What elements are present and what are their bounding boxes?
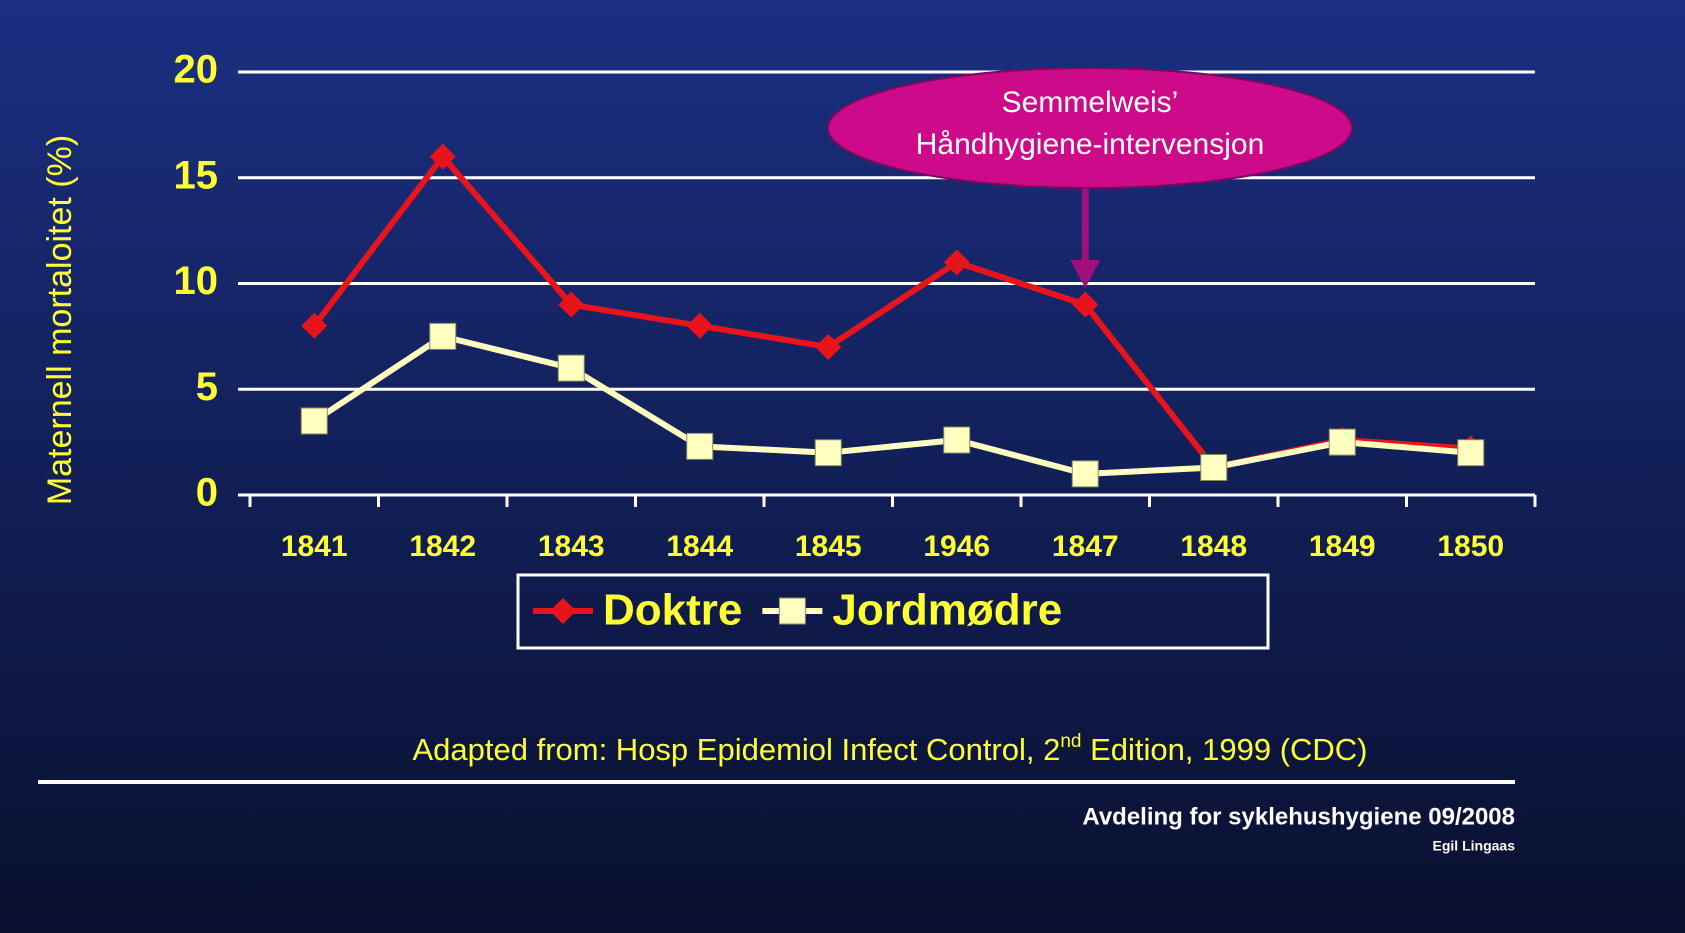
footer: Avdeling for syklehushygiene 09/2008 bbox=[1082, 803, 1515, 830]
data-point bbox=[1072, 291, 1099, 318]
y-tick-label: 10 bbox=[174, 259, 219, 303]
annotation-text: Semmelweis’ bbox=[1002, 86, 1179, 119]
series-line bbox=[312, 333, 1471, 477]
x-tick-label: 1843 bbox=[538, 530, 605, 563]
data-point bbox=[558, 291, 585, 318]
data-point bbox=[815, 333, 842, 360]
data-point bbox=[429, 143, 456, 170]
y-tick-label: 15 bbox=[174, 153, 219, 197]
source-part: Edition, 1999 (CDC) bbox=[1082, 732, 1368, 767]
data-point bbox=[943, 426, 971, 454]
data-point bbox=[301, 312, 328, 339]
annotation-bubble bbox=[827, 67, 1353, 189]
x-tick-label: 1848 bbox=[1180, 530, 1247, 563]
data-point bbox=[1071, 460, 1099, 488]
data-point bbox=[1328, 428, 1356, 456]
data-point bbox=[1457, 439, 1485, 467]
x-tick-label: 1847 bbox=[1052, 530, 1119, 563]
data-point bbox=[814, 439, 842, 467]
x-tick-label: 1850 bbox=[1437, 530, 1504, 563]
x-tick-label: 1841 bbox=[281, 530, 348, 563]
data-point bbox=[1200, 454, 1228, 482]
x-tick-label: 1844 bbox=[666, 530, 733, 563]
data-point bbox=[300, 407, 328, 435]
legend-label: Doktre bbox=[603, 586, 742, 635]
y-tick-label: 20 bbox=[174, 48, 219, 92]
x-tick-label: 1842 bbox=[409, 530, 476, 563]
y-tick-label: 5 bbox=[196, 365, 218, 409]
annotation-arrow-head bbox=[1070, 260, 1101, 288]
data-point bbox=[686, 432, 714, 460]
x-tick-label: 1946 bbox=[923, 530, 990, 563]
source: Adapted from: Hosp Epidemiol Infect Cont… bbox=[412, 731, 1367, 767]
legend-marker bbox=[550, 598, 576, 624]
x-tick-label: 1845 bbox=[795, 530, 862, 563]
data-point bbox=[686, 312, 713, 339]
x-tick-label: 1849 bbox=[1309, 530, 1376, 563]
footer-author: Egil Lingaas bbox=[1433, 838, 1516, 854]
source-sup: nd bbox=[1060, 731, 1081, 752]
legend-label: Jordmødre bbox=[832, 586, 1062, 635]
legend-box bbox=[516, 573, 1270, 650]
annotation-text: Håndhygiene-intervensjon bbox=[916, 128, 1265, 161]
source-part: Adapted from: Hosp Epidemiol Infect Cont… bbox=[412, 732, 1060, 767]
data-point bbox=[557, 354, 585, 382]
data-point bbox=[943, 249, 970, 276]
data-point bbox=[429, 322, 457, 350]
y-tick-label: 0 bbox=[196, 471, 218, 515]
y-axis-label: Maternell mortaloitet (%) bbox=[41, 135, 79, 505]
legend-marker bbox=[778, 597, 806, 625]
